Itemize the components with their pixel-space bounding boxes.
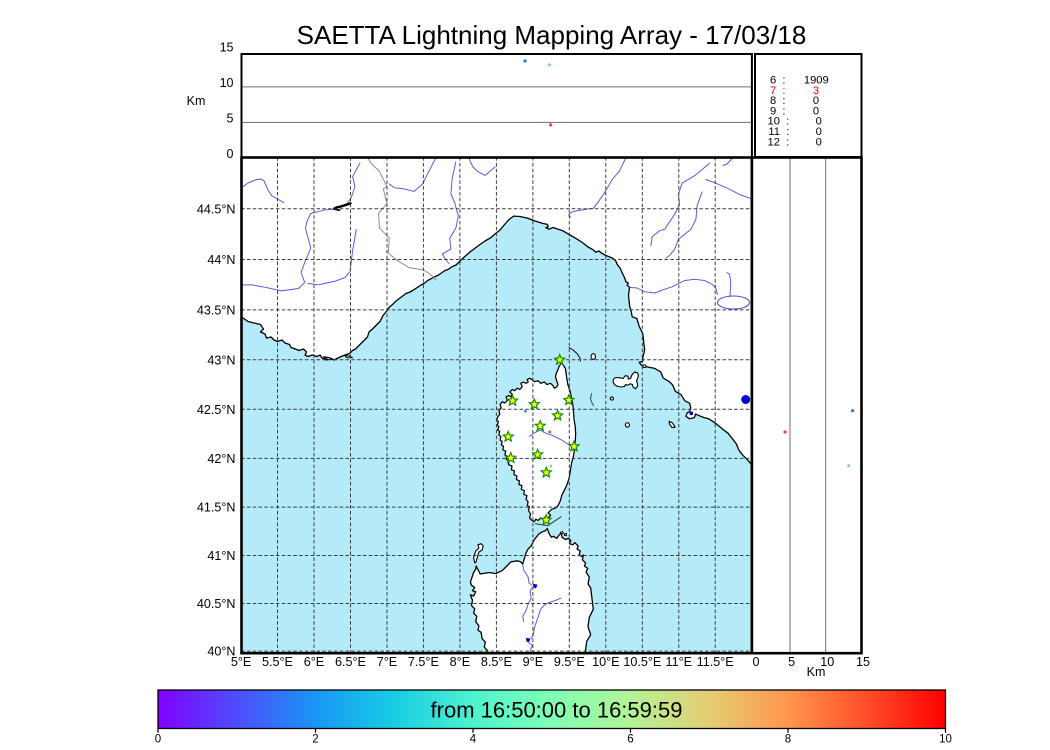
svg-text:43.5°N: 43.5°N: [197, 304, 236, 318]
svg-text:42°N: 42°N: [207, 452, 235, 466]
svg-text:40°N: 40°N: [207, 645, 235, 659]
svg-text:0: 0: [816, 136, 822, 148]
svg-text:42.5°N: 42.5°N: [197, 403, 236, 417]
svg-text:5°E: 5°E: [231, 655, 251, 669]
svg-text:43°N: 43°N: [207, 353, 235, 367]
svg-text:44.5°N: 44.5°N: [197, 202, 236, 216]
svg-text:9°E: 9°E: [523, 655, 543, 669]
svg-text:10.5°E: 10.5°E: [623, 655, 661, 669]
svg-text:0: 0: [155, 734, 161, 746]
svg-text:6: 6: [627, 734, 633, 746]
svg-text:8: 8: [785, 734, 791, 746]
svg-text:15: 15: [856, 655, 870, 669]
svg-text:44°N: 44°N: [207, 253, 235, 267]
svg-text:0: 0: [816, 126, 822, 138]
svg-text:10: 10: [939, 734, 952, 746]
svg-text:5: 5: [788, 655, 795, 669]
svg-text:41.5°N: 41.5°N: [197, 501, 236, 515]
svg-text:5.5°E: 5.5°E: [262, 655, 293, 669]
svg-text:1909: 1909: [804, 75, 829, 87]
svg-text:9.5°E: 9.5°E: [554, 655, 585, 669]
svg-text:Km: Km: [187, 94, 206, 108]
svg-text:11.5°E: 11.5°E: [697, 655, 734, 669]
svg-text:5: 5: [227, 112, 234, 126]
svg-text:15: 15: [220, 41, 234, 55]
svg-text:41°N: 41°N: [207, 549, 235, 563]
svg-text:8°E: 8°E: [450, 655, 470, 669]
svg-text:10: 10: [220, 76, 234, 90]
svg-text:10: 10: [820, 655, 834, 669]
svg-text:7.5°E: 7.5°E: [408, 655, 439, 669]
svg-text:0: 0: [813, 105, 819, 117]
svg-text:0: 0: [752, 655, 759, 669]
svg-text:12 :: 12 :: [768, 136, 790, 148]
svg-text:7°E: 7°E: [377, 655, 397, 669]
svg-text:7 :: 7 :: [770, 85, 786, 97]
svg-text:2: 2: [312, 734, 318, 746]
svg-text:10°E: 10°E: [592, 655, 619, 669]
svg-text:0: 0: [816, 116, 822, 128]
svg-text:from 16:50:00 to 16:59:59: from 16:50:00 to 16:59:59: [431, 698, 683, 723]
svg-text:8 :: 8 :: [770, 95, 786, 107]
svg-text:11°E: 11°E: [666, 655, 693, 669]
svg-text:6.5°E: 6.5°E: [335, 655, 366, 669]
svg-text:6 :: 6 :: [770, 75, 786, 87]
svg-text:9 :: 9 :: [770, 105, 786, 117]
svg-text:SAETTA Lightning Mapping Array: SAETTA Lightning Mapping Array - 17/03/1…: [297, 20, 807, 50]
svg-text:Km: Km: [807, 665, 826, 679]
svg-text:11 :: 11 :: [768, 126, 789, 138]
svg-text:6°E: 6°E: [304, 655, 324, 669]
svg-text:4: 4: [470, 734, 477, 746]
svg-text:40.5°N: 40.5°N: [197, 597, 236, 611]
svg-text:0: 0: [227, 147, 234, 161]
svg-text:0: 0: [813, 95, 819, 107]
svg-text:10 :: 10 :: [768, 116, 790, 128]
svg-text:8.5°E: 8.5°E: [481, 655, 512, 669]
svg-text:3: 3: [813, 85, 819, 97]
